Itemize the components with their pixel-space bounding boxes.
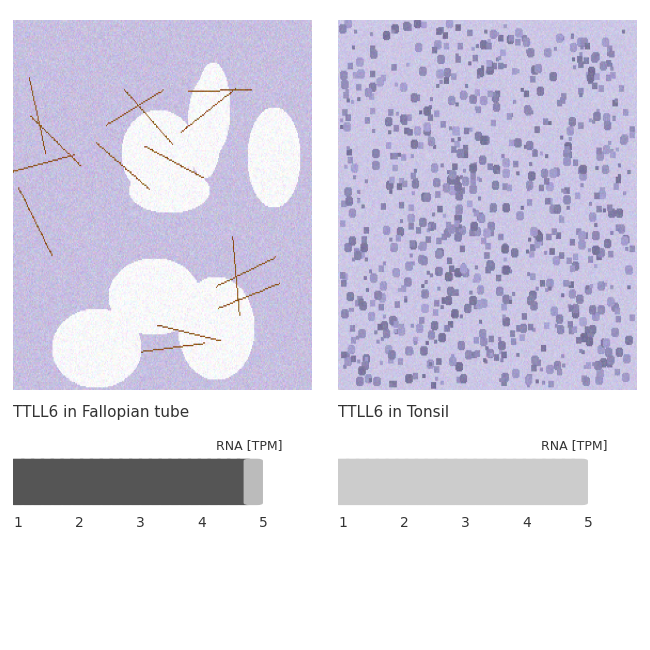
FancyBboxPatch shape <box>77 459 96 505</box>
FancyBboxPatch shape <box>126 459 146 505</box>
FancyBboxPatch shape <box>67 459 86 505</box>
FancyBboxPatch shape <box>471 459 490 505</box>
FancyBboxPatch shape <box>392 459 411 505</box>
Text: 4: 4 <box>523 516 531 530</box>
FancyBboxPatch shape <box>402 459 421 505</box>
FancyBboxPatch shape <box>480 459 500 505</box>
FancyBboxPatch shape <box>224 459 243 505</box>
Text: TTLL6 in Tonsil: TTLL6 in Tonsil <box>338 405 449 421</box>
FancyBboxPatch shape <box>47 459 67 505</box>
FancyBboxPatch shape <box>116 459 135 505</box>
FancyBboxPatch shape <box>185 459 204 505</box>
Text: 5: 5 <box>584 516 592 530</box>
Text: 1: 1 <box>14 516 22 530</box>
FancyBboxPatch shape <box>549 459 568 505</box>
FancyBboxPatch shape <box>500 459 519 505</box>
FancyBboxPatch shape <box>529 459 549 505</box>
Text: TTLL6 in Fallopian tube: TTLL6 in Fallopian tube <box>13 405 189 421</box>
FancyBboxPatch shape <box>57 459 77 505</box>
FancyBboxPatch shape <box>411 459 431 505</box>
FancyBboxPatch shape <box>461 459 480 505</box>
FancyBboxPatch shape <box>18 459 38 505</box>
FancyBboxPatch shape <box>8 459 27 505</box>
FancyBboxPatch shape <box>136 459 155 505</box>
FancyBboxPatch shape <box>107 459 125 505</box>
FancyBboxPatch shape <box>194 459 214 505</box>
FancyBboxPatch shape <box>441 459 460 505</box>
FancyBboxPatch shape <box>146 459 165 505</box>
FancyBboxPatch shape <box>382 459 402 505</box>
FancyBboxPatch shape <box>569 459 588 505</box>
FancyBboxPatch shape <box>86 459 106 505</box>
FancyBboxPatch shape <box>244 459 263 505</box>
FancyBboxPatch shape <box>510 459 529 505</box>
Text: 1: 1 <box>339 516 347 530</box>
FancyBboxPatch shape <box>519 459 539 505</box>
FancyBboxPatch shape <box>353 459 372 505</box>
Text: 4: 4 <box>198 516 206 530</box>
FancyBboxPatch shape <box>234 459 253 505</box>
FancyBboxPatch shape <box>363 459 382 505</box>
FancyBboxPatch shape <box>204 459 224 505</box>
Text: 3: 3 <box>461 516 470 530</box>
FancyBboxPatch shape <box>539 459 558 505</box>
Text: 2: 2 <box>400 516 409 530</box>
FancyBboxPatch shape <box>421 459 441 505</box>
FancyBboxPatch shape <box>451 459 471 505</box>
Text: 3: 3 <box>136 516 145 530</box>
Text: RNA [TPM]: RNA [TPM] <box>216 439 282 452</box>
FancyBboxPatch shape <box>96 459 116 505</box>
FancyBboxPatch shape <box>432 459 450 505</box>
FancyBboxPatch shape <box>38 459 57 505</box>
FancyBboxPatch shape <box>343 459 363 505</box>
FancyBboxPatch shape <box>214 459 233 505</box>
FancyBboxPatch shape <box>28 459 47 505</box>
Text: RNA [TPM]: RNA [TPM] <box>541 439 607 452</box>
FancyBboxPatch shape <box>490 459 510 505</box>
Text: 2: 2 <box>75 516 84 530</box>
Text: 5: 5 <box>259 516 267 530</box>
FancyBboxPatch shape <box>175 459 194 505</box>
FancyBboxPatch shape <box>155 459 175 505</box>
FancyBboxPatch shape <box>559 459 578 505</box>
FancyBboxPatch shape <box>333 459 352 505</box>
FancyBboxPatch shape <box>372 459 392 505</box>
FancyBboxPatch shape <box>165 459 185 505</box>
